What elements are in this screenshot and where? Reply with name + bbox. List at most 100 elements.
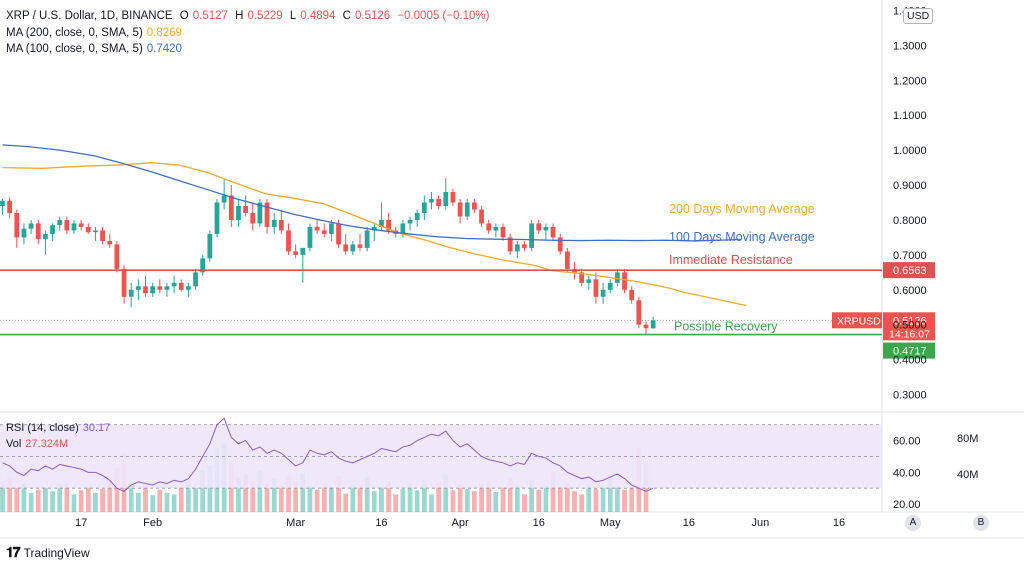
price-tick-label: 1.0000 bbox=[893, 145, 927, 157]
candle-body bbox=[543, 226, 549, 231]
candle-body bbox=[85, 226, 91, 233]
candle-body bbox=[93, 230, 98, 233]
scale-b-button[interactable]: B bbox=[973, 515, 989, 531]
volume-bar bbox=[400, 488, 406, 512]
tradingview-icon: 𝟏𝟕 bbox=[6, 544, 21, 560]
volume-bar bbox=[443, 475, 449, 512]
candle-body bbox=[57, 219, 63, 226]
price-tick-label: 1.3000 bbox=[893, 40, 927, 52]
countdown-label: 14:16:07 bbox=[889, 328, 930, 340]
candle-body bbox=[507, 237, 513, 252]
volume-bar bbox=[157, 489, 163, 512]
resistance-price-tag bbox=[883, 262, 935, 279]
volume-bar bbox=[7, 476, 13, 512]
candle-body bbox=[486, 223, 492, 231]
candle-body bbox=[336, 223, 341, 245]
symbol-tag bbox=[832, 312, 882, 329]
candle-body bbox=[529, 223, 534, 248]
ma100-value: 0.7420 bbox=[146, 43, 182, 55]
rsi-legend[interactable]: RSI (14, close) 30.17 bbox=[6, 422, 114, 434]
candle-body bbox=[35, 223, 41, 240]
volume-bar bbox=[514, 485, 520, 512]
time-tick-label: May bbox=[600, 517, 621, 529]
candle-body bbox=[400, 223, 406, 234]
volume-bar bbox=[564, 483, 570, 512]
volume-bars bbox=[0, 443, 649, 512]
volume-bar bbox=[557, 486, 563, 512]
auto-scale-button[interactable]: A bbox=[905, 515, 921, 531]
candle-body bbox=[43, 233, 48, 240]
low-label: L bbox=[289, 10, 297, 22]
candle-body bbox=[472, 202, 477, 210]
volume-bar bbox=[35, 489, 41, 512]
candle-body bbox=[522, 244, 527, 248]
candle-body bbox=[429, 199, 434, 203]
vol-legend[interactable]: Vol 27.324M bbox=[6, 438, 72, 450]
volume-bar bbox=[243, 474, 248, 512]
volume-bar bbox=[257, 470, 263, 512]
symbol-title[interactable]: XRP / U.S. Dollar, 1D, BINANCE bbox=[6, 10, 173, 22]
candle-body bbox=[379, 219, 384, 227]
volume-bar bbox=[207, 465, 213, 512]
candle-body bbox=[321, 230, 327, 234]
ma200-value: 0.8269 bbox=[146, 27, 182, 39]
ma100-annotation: 100 Days Moving Average bbox=[669, 230, 815, 244]
high-label: H bbox=[235, 10, 244, 22]
volume-bar bbox=[593, 488, 599, 512]
volume-bar bbox=[493, 492, 499, 512]
candle-body bbox=[121, 268, 127, 297]
volume-bar bbox=[236, 476, 241, 512]
candle-body bbox=[557, 237, 563, 252]
candle-body bbox=[264, 202, 270, 227]
candle-body bbox=[307, 226, 313, 248]
chart-header: XRP / U.S. Dollar, 1D, BINANCE O 0.5127 H… bbox=[6, 10, 493, 22]
volume-bar bbox=[43, 488, 48, 512]
candle-body bbox=[243, 206, 248, 213]
volume-bar bbox=[343, 493, 349, 512]
low-value: 0.4894 bbox=[300, 10, 336, 22]
candle-body bbox=[579, 272, 585, 283]
grid-lines bbox=[0, 0, 1024, 539]
rsi-line bbox=[2, 417, 654, 492]
ma100-legend[interactable]: MA (100, close, 0, SMA, 5) 0.7420 bbox=[6, 43, 186, 55]
candle-body bbox=[586, 279, 592, 283]
volume-bar bbox=[486, 481, 492, 512]
volume-bar bbox=[622, 489, 627, 512]
candle-body bbox=[615, 272, 620, 283]
volume-bar bbox=[407, 483, 413, 512]
volume-bar bbox=[550, 472, 556, 512]
candle-body bbox=[350, 244, 356, 252]
candle-body bbox=[150, 286, 156, 294]
candle-body bbox=[164, 286, 170, 290]
volume-bar bbox=[414, 490, 420, 512]
rsi-label: RSI (14, close) bbox=[6, 422, 79, 434]
brand-name: TradingView bbox=[23, 545, 90, 560]
close-value: 0.5126 bbox=[354, 10, 391, 22]
candle-body bbox=[643, 324, 649, 329]
tradingview-logo[interactable]: 𝟏𝟕 TradingView bbox=[6, 544, 90, 561]
volume-bar bbox=[629, 483, 635, 512]
ma100-line bbox=[2, 144, 741, 242]
candle-body bbox=[271, 219, 277, 227]
candle-body bbox=[78, 223, 84, 227]
time-tick-label: 17 bbox=[75, 517, 87, 529]
last-price-label: 0.5126 bbox=[893, 315, 927, 327]
currency-button[interactable]: USD bbox=[903, 8, 934, 24]
rsi-tick-label: 40.00 bbox=[893, 467, 921, 479]
volume-bar bbox=[278, 485, 284, 512]
candle-body bbox=[207, 233, 213, 259]
volume-bar bbox=[307, 485, 313, 512]
candle-body bbox=[450, 192, 456, 203]
ma200-legend[interactable]: MA (200, close, 0, SMA, 5) 0.8269 bbox=[6, 27, 186, 39]
rsi-panel bbox=[0, 417, 882, 492]
price-tick-label: 0.7000 bbox=[893, 250, 927, 262]
candle-body bbox=[386, 219, 391, 231]
volume-bar bbox=[572, 491, 577, 512]
candle-body bbox=[414, 212, 420, 220]
candle-body bbox=[421, 202, 427, 213]
volume-bar bbox=[429, 494, 434, 512]
candle-body bbox=[186, 286, 191, 290]
candle-body bbox=[236, 206, 241, 220]
candle-body bbox=[536, 223, 542, 231]
